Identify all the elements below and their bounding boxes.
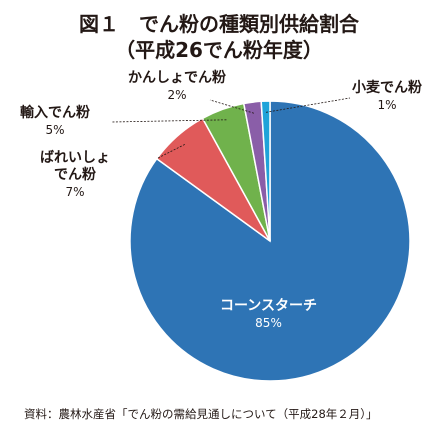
slice-label-5: 小麦でん粉 1% xyxy=(352,80,422,114)
slice-name: コーンスターチ xyxy=(220,298,318,314)
pie-slice-5 xyxy=(260,100,271,242)
leader-line-3 xyxy=(111,119,227,123)
slice-percent: 7% xyxy=(65,185,85,199)
leader-line-5 xyxy=(265,97,351,113)
slice-percent: 2% xyxy=(167,88,187,102)
slice-label-1: コーンスターチ 85% xyxy=(220,298,317,332)
slice-label-2: ばれいしょ でん粉 7% xyxy=(40,150,110,201)
leader-line-4 xyxy=(209,99,255,114)
slice-name: 小麦でん粉 xyxy=(352,80,422,96)
chart-title: 図１ でん粉の種類別供給割合 xyxy=(79,12,359,36)
pie-slice-1 xyxy=(129,100,411,382)
slice-name: でん粉 xyxy=(54,167,96,183)
slice-name: 輸入でん粉 xyxy=(20,105,90,121)
slice-name: かんしょでん粉 xyxy=(128,70,226,86)
leader-line-2 xyxy=(157,144,185,159)
slice-label-3: 輸入でん粉 5% xyxy=(20,105,90,139)
slice-percent: 5% xyxy=(45,123,65,137)
slice-percent: 1% xyxy=(377,98,397,112)
slice-label-4: かんしょでん粉 2% xyxy=(128,70,226,104)
slice-name: ばれいしょ xyxy=(40,150,110,166)
leader-lines xyxy=(111,97,351,159)
slice-percent: 85% xyxy=(255,316,282,330)
chart-subtitle: （平成26でん粉年度） xyxy=(115,38,323,62)
source-note: 資料：農林水産省「でん粉の需給見通しについて（平成28年２月）」 xyxy=(24,407,378,421)
pie-slices xyxy=(129,100,411,382)
